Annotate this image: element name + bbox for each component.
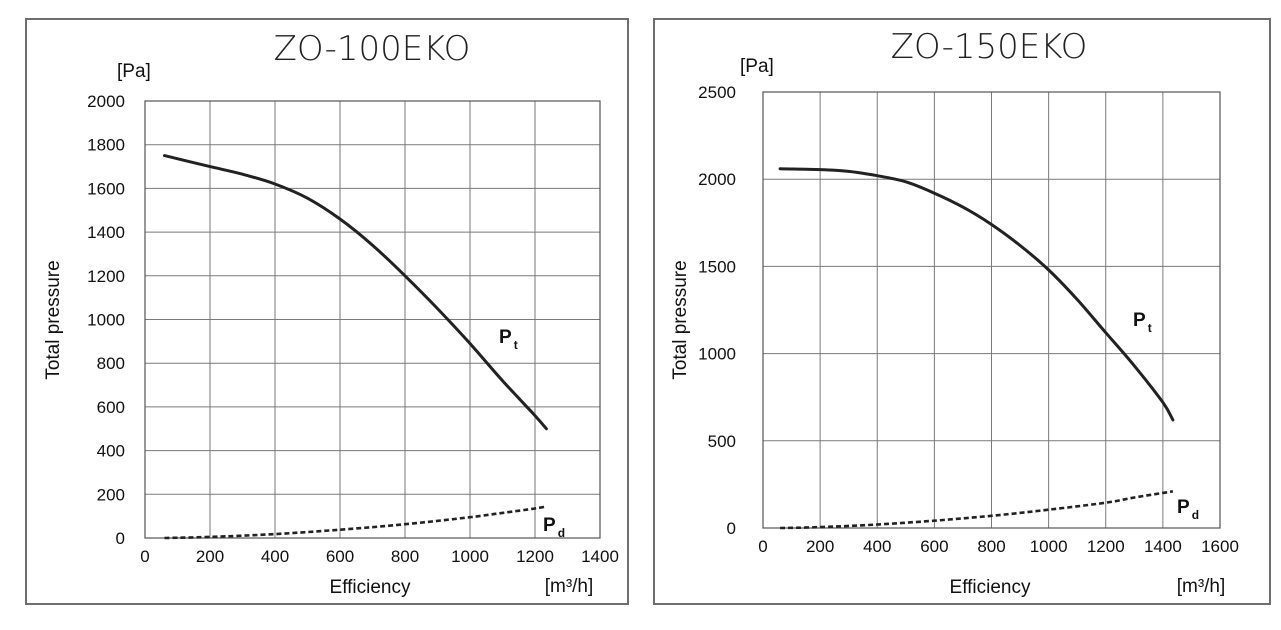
- y-unit-label: [Pa]: [740, 56, 774, 77]
- x-tick-label: 600: [326, 547, 354, 566]
- x-unit-label: [m³/h]: [545, 576, 594, 597]
- x-axis-label: Efficiency: [950, 577, 1031, 598]
- y-tick-label: 1800: [87, 136, 125, 155]
- x-tick-label: 400: [261, 547, 289, 566]
- y-tick-label: 1000: [87, 311, 125, 330]
- x-tick-label: 0: [140, 547, 149, 566]
- series-label-subscript: d: [1192, 508, 1199, 522]
- chart-zo-100eko: ZO-100EKO [Pa] 0 200 400 600 800 1000 1200 1400 16…: [43, 29, 619, 598]
- y-tick-label: 1500: [698, 257, 736, 276]
- chart-title: ZO-100EKO: [274, 29, 471, 69]
- plot-frame: [144, 100, 601, 539]
- y-tick-label: 500: [708, 432, 736, 451]
- y-tick-label: 600: [97, 398, 125, 417]
- y-tick-label: 1600: [87, 179, 125, 198]
- x-tick-label: 200: [806, 537, 834, 556]
- chart-zo-150eko: ZO-150EKO [Pa] 0 500 1000 1500 2000 2500 0 200 400…: [670, 27, 1239, 598]
- y-tick-label: 800: [97, 354, 125, 373]
- x-tick-label: 1400: [581, 547, 619, 566]
- x-tick-label: 800: [977, 537, 1005, 556]
- y-tick-label: 2000: [87, 92, 125, 111]
- x-unit-label: [m³/h]: [1177, 576, 1226, 597]
- x-tick-label: 1200: [1087, 537, 1125, 556]
- y-tick-label: 0: [116, 529, 125, 548]
- y-tick-label: 1400: [87, 223, 125, 242]
- series-label-subscript: t: [1148, 321, 1152, 335]
- x-tick-label: 1600: [1201, 537, 1239, 556]
- y-tick-label: 1000: [698, 345, 736, 364]
- y-axis-label: Total pressure: [670, 260, 691, 379]
- x-axis-label: Efficiency: [330, 577, 411, 598]
- y-tick-label: 1200: [87, 267, 125, 286]
- x-tick-label: 1400: [1144, 537, 1182, 556]
- y-tick-label: 400: [97, 442, 125, 461]
- plot-frame: [762, 91, 1221, 529]
- x-tick-label: 800: [391, 547, 419, 566]
- series-line-pd: [780, 490, 1174, 530]
- y-axis-label: Total pressure: [43, 260, 64, 379]
- x-tick-label: 0: [758, 537, 767, 556]
- chart-title: ZO-150EKO: [891, 27, 1088, 67]
- series-label-subscript: t: [514, 338, 518, 352]
- chart-panel-zo-150eko: ZO-150EKO [Pa] 0 500 1000 1500 2000 2500 0 200 400…: [653, 18, 1271, 605]
- y-tick-label: 2000: [698, 170, 736, 189]
- series-label-subscript: d: [558, 526, 565, 540]
- x-tick-label: 600: [920, 537, 948, 556]
- y-tick-label: 2500: [698, 83, 736, 102]
- y-unit-label: [Pa]: [117, 61, 151, 82]
- series-line-pt: [778, 167, 1175, 422]
- x-tick-label: 200: [196, 547, 224, 566]
- y-tick-label: 0: [727, 519, 736, 538]
- x-tick-label: 1000: [1030, 537, 1068, 556]
- x-tick-label: 1200: [516, 547, 554, 566]
- series-line-pt: [163, 154, 548, 431]
- x-tick-label: 400: [863, 537, 891, 556]
- series-line-pd: [164, 505, 547, 540]
- chart-panel-zo-100eko: ZO-100EKO [Pa] 0 200 400 600 800 1000 1200 1400 16…: [25, 18, 629, 605]
- y-tick-label: 200: [97, 485, 125, 504]
- x-tick-label: 1000: [451, 547, 489, 566]
